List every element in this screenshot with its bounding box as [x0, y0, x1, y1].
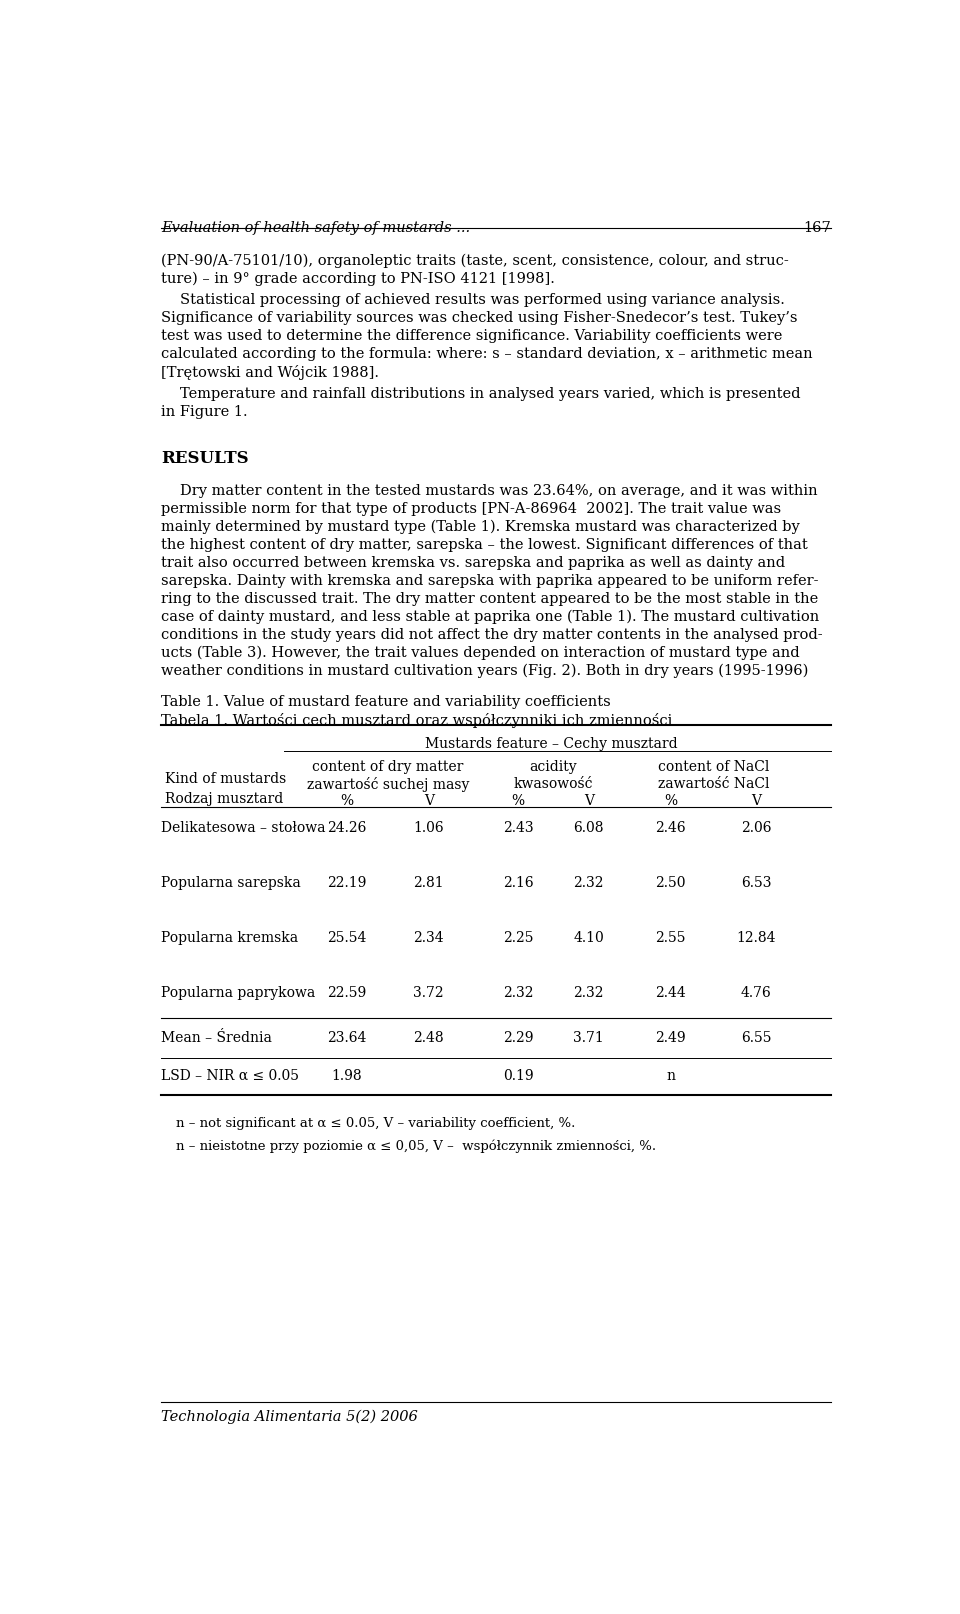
Text: n: n: [666, 1068, 675, 1083]
Text: 2.44: 2.44: [655, 986, 686, 999]
Text: Popularna paprykowa: Popularna paprykowa: [161, 986, 315, 999]
Text: Table 1. Value of mustard feature and variability coefficients: Table 1. Value of mustard feature and va…: [161, 694, 611, 709]
Text: mainly determined by mustard type (Table 1). Kremska mustard was characterized b: mainly determined by mustard type (Table…: [161, 520, 800, 534]
Text: 6.55: 6.55: [741, 1031, 772, 1044]
Text: 2.06: 2.06: [741, 822, 772, 834]
Text: 2.32: 2.32: [573, 986, 604, 999]
Text: conditions in the study years did not affect the dry matter contents in the anal: conditions in the study years did not af…: [161, 628, 823, 642]
Text: 2.32: 2.32: [503, 986, 534, 999]
Text: 2.25: 2.25: [503, 931, 534, 944]
Text: permissible norm for that type of products [PN-A-86964  2002]. The trait value w: permissible norm for that type of produc…: [161, 502, 781, 516]
Text: calculated according to the formula: where: s – standard deviation, x – arithmet: calculated according to the formula: whe…: [161, 347, 812, 362]
Text: Technologia Alimentaria 5(2) 2006: Technologia Alimentaria 5(2) 2006: [161, 1409, 418, 1424]
Text: test was used to determine the difference significance. Variability coefficients: test was used to determine the differenc…: [161, 329, 782, 344]
Text: 12.84: 12.84: [736, 931, 776, 944]
Text: RESULTS: RESULTS: [161, 450, 249, 468]
Text: 2.32: 2.32: [573, 876, 604, 889]
Text: Mean – Średnia: Mean – Średnia: [161, 1031, 272, 1044]
Text: 2.16: 2.16: [503, 876, 534, 889]
Text: V: V: [751, 794, 761, 809]
Text: ring to the discussed trait. The dry matter content appeared to be the most stab: ring to the discussed trait. The dry mat…: [161, 592, 818, 605]
Text: 2.81: 2.81: [414, 876, 444, 889]
Text: kwasowość: kwasowość: [514, 776, 593, 791]
Text: zawartość suchej masy: zawartość suchej masy: [306, 776, 469, 792]
Text: content of dry matter: content of dry matter: [312, 760, 464, 773]
Text: 2.48: 2.48: [414, 1031, 444, 1044]
Text: 22.19: 22.19: [327, 876, 367, 889]
Text: the highest content of dry matter, sarepska – the lowest. Significant difference: the highest content of dry matter, sarep…: [161, 537, 807, 552]
Text: 2.34: 2.34: [414, 931, 444, 944]
Text: 3.72: 3.72: [414, 986, 444, 999]
Text: 25.54: 25.54: [327, 931, 367, 944]
Text: V: V: [584, 794, 593, 809]
Text: Dry matter content in the tested mustards was 23.64%, on average, and it was wit: Dry matter content in the tested mustard…: [180, 484, 817, 497]
Text: 24.26: 24.26: [327, 822, 367, 834]
Text: sarepska. Dainty with kremska and sarepska with paprika appeared to be uniform r: sarepska. Dainty with kremska and sareps…: [161, 575, 819, 587]
Text: acidity: acidity: [530, 760, 577, 773]
Text: n – nieistotne przy poziomie α ≤ 0,05, V –  współczynnik zmienności, %.: n – nieistotne przy poziomie α ≤ 0,05, V…: [176, 1139, 656, 1152]
Text: Popularna kremska: Popularna kremska: [161, 931, 298, 944]
Text: Evaluation of health safety of mustards ...: Evaluation of health safety of mustards …: [161, 221, 470, 236]
Text: %: %: [664, 794, 677, 809]
Text: [Trętowski and Wójcik 1988].: [Trętowski and Wójcik 1988].: [161, 365, 379, 381]
Text: 2.46: 2.46: [656, 822, 685, 834]
Text: 2.49: 2.49: [656, 1031, 685, 1044]
Text: 6.53: 6.53: [741, 876, 772, 889]
Text: 2.43: 2.43: [503, 822, 534, 834]
Text: case of dainty mustard, and less stable at paprika one (Table 1). The mustard cu: case of dainty mustard, and less stable …: [161, 610, 819, 625]
Text: Significance of variability sources was checked using Fisher-Snedecor’s test. Tu: Significance of variability sources was …: [161, 312, 798, 324]
Text: Temperature and rainfall distributions in analysed years varied, which is presen: Temperature and rainfall distributions i…: [180, 387, 800, 400]
Text: 167: 167: [803, 221, 830, 236]
Text: %: %: [512, 794, 524, 809]
Text: ture) – in 9° grade according to PN-ISO 4121 [1998].: ture) – in 9° grade according to PN-ISO …: [161, 271, 555, 286]
Text: 1.98: 1.98: [331, 1068, 362, 1083]
Text: %: %: [341, 794, 353, 809]
Text: content of NaCl: content of NaCl: [658, 760, 769, 773]
Text: (PN-90/A-75101/10), organoleptic traits (taste, scent, consistence, colour, and : (PN-90/A-75101/10), organoleptic traits …: [161, 253, 789, 268]
Text: 4.76: 4.76: [741, 986, 772, 999]
Text: 2.29: 2.29: [503, 1031, 534, 1044]
Text: Delikatesowa – stołowa: Delikatesowa – stołowa: [161, 822, 325, 834]
Text: 0.19: 0.19: [503, 1068, 534, 1083]
Text: weather conditions in mustard cultivation years (Fig. 2). Both in dry years (199: weather conditions in mustard cultivatio…: [161, 663, 808, 678]
Text: Statistical processing of achieved results was performed using variance analysis: Statistical processing of achieved resul…: [180, 294, 784, 307]
Text: 3.71: 3.71: [573, 1031, 604, 1044]
Text: zawartość NaCl: zawartość NaCl: [658, 776, 769, 791]
Text: ucts (Table 3). However, the trait values depended on interaction of mustard typ: ucts (Table 3). However, the trait value…: [161, 646, 800, 660]
Text: in Figure 1.: in Figure 1.: [161, 405, 248, 420]
Text: Mustards feature – Cechy musztard: Mustards feature – Cechy musztard: [425, 738, 678, 752]
Text: 2.50: 2.50: [656, 876, 685, 889]
Text: Popularna sarepska: Popularna sarepska: [161, 876, 300, 889]
Text: LSD – NIR α ≤ 0.05: LSD – NIR α ≤ 0.05: [161, 1068, 299, 1083]
Text: 4.10: 4.10: [573, 931, 604, 944]
Text: 2.55: 2.55: [656, 931, 685, 944]
Text: Tabela 1. Wartości cech musztard oraz współczynniki ich zmienności: Tabela 1. Wartości cech musztard oraz ws…: [161, 712, 672, 728]
Text: n – not significant at α ≤ 0.05, V – variability coefficient, %.: n – not significant at α ≤ 0.05, V – var…: [176, 1117, 575, 1130]
Text: 1.06: 1.06: [414, 822, 444, 834]
Text: 6.08: 6.08: [573, 822, 604, 834]
Text: 23.64: 23.64: [327, 1031, 367, 1044]
Text: Kind of mustards
Rodzaj musztard: Kind of mustards Rodzaj musztard: [165, 771, 286, 805]
Text: V: V: [423, 794, 434, 809]
Text: 22.59: 22.59: [327, 986, 367, 999]
Text: trait also occurred between kremska vs. sarepska and paprika as well as dainty a: trait also occurred between kremska vs. …: [161, 555, 785, 570]
